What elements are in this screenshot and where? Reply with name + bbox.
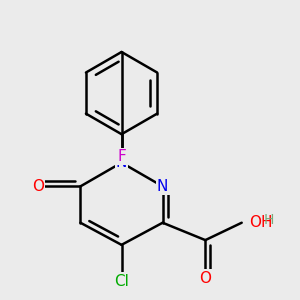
Text: O: O xyxy=(32,179,44,194)
Text: Cl: Cl xyxy=(114,274,129,289)
Text: N: N xyxy=(157,179,168,194)
Text: N: N xyxy=(116,155,127,170)
Text: F: F xyxy=(117,149,126,164)
Text: Cl: Cl xyxy=(114,274,129,289)
Text: OH: OH xyxy=(250,215,273,230)
Text: O: O xyxy=(199,271,211,286)
Text: H: H xyxy=(264,213,274,226)
